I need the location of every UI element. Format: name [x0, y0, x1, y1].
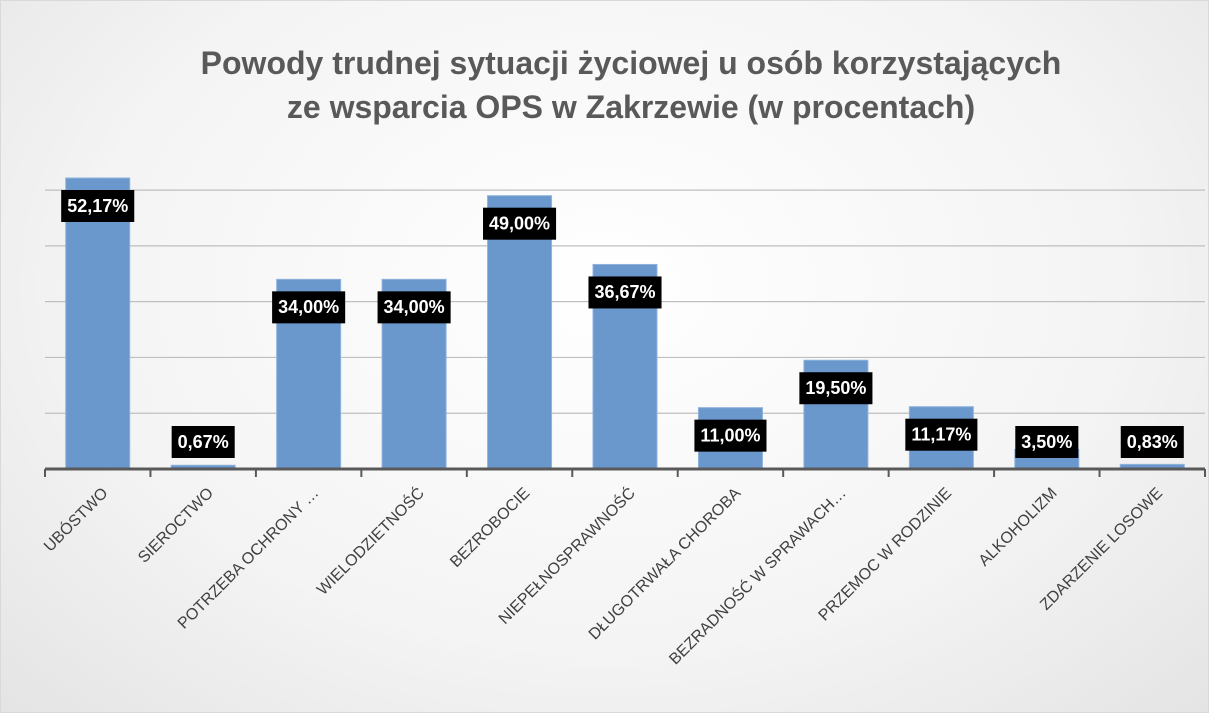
- value-label: 0,67%: [178, 432, 229, 452]
- value-label-box: [61, 190, 135, 222]
- value-label-box: [905, 418, 978, 451]
- value-label-box: [377, 291, 451, 324]
- x-tick-label: WIELODZIETNOŚĆ: [313, 483, 428, 598]
- value-label-box: [1015, 426, 1079, 458]
- value-label-box: [799, 372, 873, 405]
- chart-title: Powody trudnej sytuacji życiowej u osób …: [200, 45, 1062, 125]
- value-label: 34,00%: [384, 297, 445, 317]
- value-label-box: [483, 207, 557, 240]
- value-label: 49,00%: [489, 213, 550, 233]
- value-label: 3,50%: [1021, 432, 1072, 452]
- value-label: 19,50%: [805, 378, 866, 398]
- value-label: 11,00%: [700, 425, 760, 445]
- x-tick-label: SIEROCTWO: [135, 485, 217, 567]
- value-label: 36,67%: [594, 282, 655, 302]
- value-label-box: [1120, 426, 1184, 458]
- x-tick-label: ZDARZENIE LOSOWE: [1037, 485, 1166, 614]
- value-label-box: [171, 426, 235, 458]
- x-tick-label: UBÓSTWO: [40, 483, 112, 555]
- x-tick-label: ALKOHOLIZM: [976, 485, 1061, 570]
- x-tick-label: BEZRADNOŚĆ W SPRAWACH…: [665, 483, 850, 668]
- value-label-box: [272, 291, 346, 324]
- bar: [487, 195, 553, 470]
- value-label: 11,17%: [911, 424, 971, 444]
- x-tick-label: BEZROBOCIE: [447, 485, 533, 571]
- value-label: 0,83%: [1127, 432, 1178, 452]
- value-label-box: [694, 419, 767, 452]
- value-label-box: [588, 276, 662, 309]
- value-label: 52,17%: [67, 196, 128, 216]
- value-label: 34,00%: [278, 297, 339, 317]
- bar: [65, 177, 131, 470]
